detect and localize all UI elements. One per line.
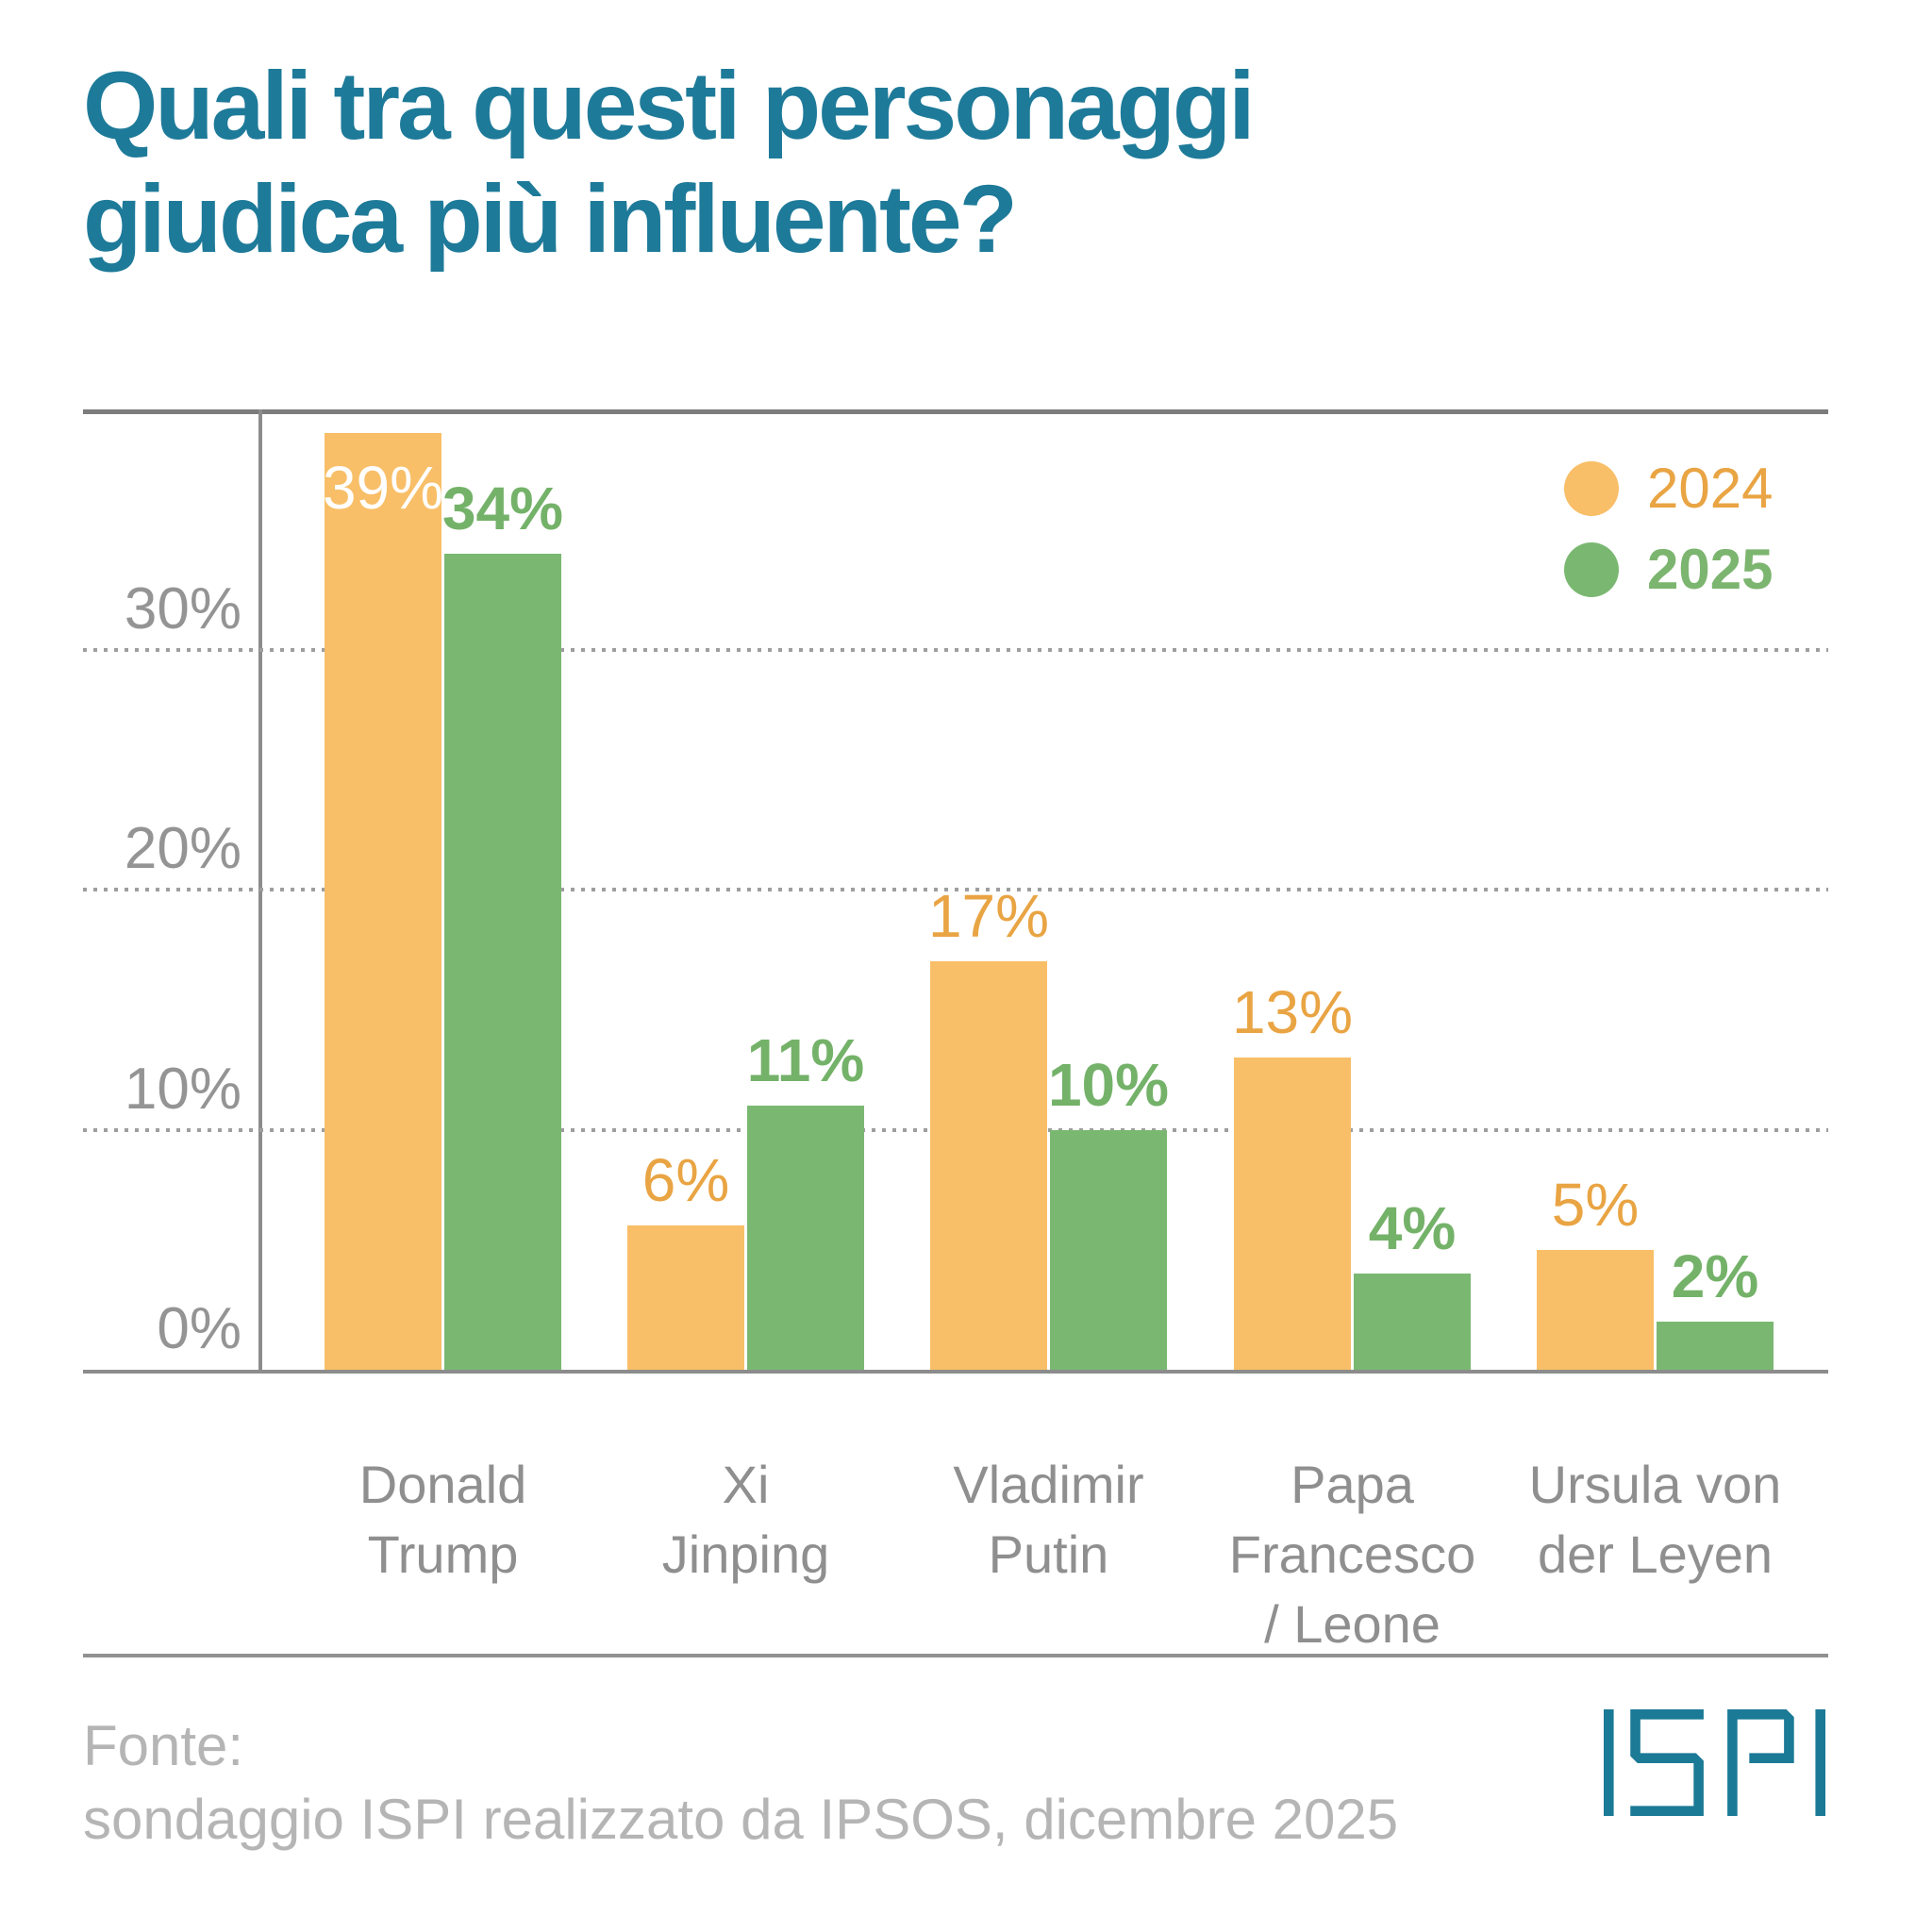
- y-tick-label-0: 0%: [157, 1296, 242, 1361]
- bar-2024-ursula-von-der-leyen: [1537, 1249, 1654, 1370]
- value-label-2024-ursula-von-der-leyen: 5%: [1551, 1170, 1640, 1239]
- bar-2024-vladimir-putin: [930, 961, 1047, 1370]
- source-text: sondaggio ISPI realizzato da IPSOS, dice…: [83, 1788, 1399, 1851]
- bar-2024-xi-jinping: [627, 1225, 744, 1370]
- value-label-2025-ursula-von-der-leyen: 2%: [1671, 1242, 1759, 1311]
- category-label-vladimir-putin: Vladimir Putin: [953, 1455, 1144, 1584]
- chart-top-border: [83, 409, 1828, 414]
- value-label-2024-donald-trump: 39%: [322, 454, 444, 523]
- legend-item-2024: 2024: [1564, 460, 1773, 517]
- legend-label-2025: 2025: [1647, 538, 1774, 601]
- y-tick-label-30: 30%: [124, 575, 242, 641]
- legend-label-2024: 2024: [1647, 457, 1774, 520]
- legend-swatch-2024: [1564, 461, 1619, 516]
- gridline-30: [83, 647, 1828, 652]
- category-label-ursula-von-der-leyen: Ursula von der Leyen: [1528, 1455, 1782, 1584]
- legend-item-2025: 2025: [1564, 541, 1773, 598]
- bar-2025-vladimir-putin: [1050, 1129, 1167, 1370]
- source-label: Fonte:: [83, 1714, 244, 1777]
- bar-2025-xi-jinping: [747, 1106, 864, 1370]
- category-label-donald-trump: Donald Trump: [358, 1455, 527, 1584]
- legend-swatch-2025: [1564, 542, 1619, 597]
- y-tick-label-20: 20%: [124, 816, 242, 881]
- footer-divider: [83, 1654, 1828, 1657]
- bar-2024-papa-francesco-leone: [1234, 1058, 1351, 1370]
- value-label-2025-papa-francesco-leone: 4%: [1368, 1194, 1457, 1263]
- value-label-2025-donald-trump: 34%: [441, 474, 564, 542]
- page-title: Quali tra questi personaggi giudica più …: [83, 52, 1256, 274]
- category-label-papa-francesco-leone: Papa Francesco / Leone: [1228, 1455, 1476, 1654]
- legend: 2024 2025: [1564, 460, 1773, 598]
- value-label-2024-vladimir-putin: 17%: [927, 882, 1050, 951]
- category-label-xi-jinping: Xi Jinping: [661, 1455, 830, 1584]
- value-label-2025-vladimir-putin: 10%: [1047, 1050, 1170, 1119]
- value-label-2024-papa-francesco-leone: 13%: [1231, 978, 1354, 1047]
- value-label-2025-xi-jinping: 11%: [746, 1026, 865, 1095]
- y-tick-label-10: 10%: [124, 1056, 242, 1122]
- bar-2025-papa-francesco-leone: [1354, 1274, 1471, 1370]
- value-label-2024-xi-jinping: 6%: [641, 1146, 730, 1215]
- ispi-logo: [1604, 1709, 1825, 1816]
- bar-2025-donald-trump: [444, 553, 561, 1370]
- gridline-20: [83, 888, 1828, 891]
- x-axis-baseline: [83, 1370, 1828, 1374]
- bar-2025-ursula-von-der-leyen: [1657, 1322, 1774, 1370]
- bar-2024-donald-trump: [325, 433, 441, 1370]
- source-note: Fonte: sondaggio ISPI realizzato da IPSO…: [83, 1709, 1398, 1857]
